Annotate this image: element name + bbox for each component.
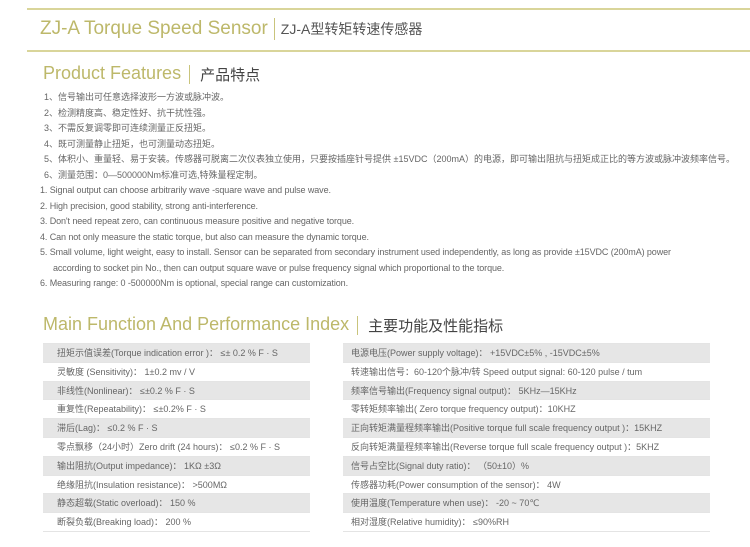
features-list-cn: 1、信号输出可任意选择波形一方波或脉冲波。 2、检测精度高、稳定性好、抗干扰性强… [44, 90, 735, 184]
top-rule [27, 8, 750, 10]
spec-row: 频率信号输出(Frequency signal output)： 5KHz—15… [343, 381, 710, 401]
feature-cn: 3、不需反复调零即可连续测量正反扭矩。 [44, 123, 212, 134]
features-heading: Product Features 产品特点 [43, 63, 260, 85]
spec-row: 灵敏度 (Sensitivity)： 1±0.2 mv / V [43, 363, 310, 382]
spec-row: 静态超载(Static overload)： 150 % [43, 494, 310, 514]
spec-row: 零点飘移（24小时）Zero drift (24 hours)： ≤0.2 % … [43, 438, 310, 457]
features-divider [189, 64, 191, 84]
feature-en: 6. Measuring range: 0 -500000Nm is optio… [40, 278, 348, 288]
spec-row: 绝缘阻抗(Insulation resistance)： >500MΩ [43, 476, 310, 495]
features-title-cn: 产品特点 [200, 66, 261, 84]
spec-row: 信号占空比(Signal duty ratio)： （50±10）% [343, 456, 710, 476]
title-bottom-rule [27, 50, 750, 52]
spec-row: 重复性(Repeatability)： ≤±0.2% F · S [43, 400, 310, 420]
spec-row: 使用温度(Temperature when use)： -20 ~ 70℃ [343, 494, 710, 514]
spec-row: 零转矩频率输出( Zero torque frequency output)：1… [343, 400, 710, 420]
spec-row: 反向转矩满量程频率输出(Reverse torque full scale fr… [343, 438, 710, 457]
feature-cn: 1、信号输出可任意选择波形一方波或脉冲波。 [44, 92, 230, 102]
feature-cn: 5、体积小、重量轻、易于安装。传感器可脱离二次仪表独立使用，只要按插座针号提供 … [44, 154, 735, 165]
spec-row: 转速输出信号：60-120个脉冲/转 Speed output signal: … [343, 363, 710, 382]
title-divider [273, 18, 275, 40]
page-title: ZJ-A Torque Speed Sensor ZJ-A型转矩转速传感器 [40, 18, 422, 40]
feature-cn: 4、既可测量静止扭矩，也可测量动态扭矩。 [44, 138, 221, 149]
spec-row: 电源电压(Power supply voltage)： +15VDC±5% , … [343, 344, 710, 363]
spec-row: 相对湿度(Relative humidity)： ≤90%RH [343, 513, 710, 532]
performance-title-en: Main Function And Performance Index [43, 314, 350, 334]
spec-row: 滞后(Lag)： ≤0.2 % F · S [43, 419, 310, 438]
spec-table-right: 电源电压(Power supply voltage)： +15VDC±5% , … [343, 343, 710, 532]
spec-row: 断裂负载(Breaking load)： 200 % [43, 513, 310, 532]
performance-heading: Main Function And Performance Index 主要功能及… [43, 314, 503, 336]
title-cn: ZJ-A型转矩转速传感器 [280, 21, 423, 37]
feature-cn: 2、检测精度高、稳定性好、抗干扰性强。 [44, 107, 212, 118]
feature-cn: 6、测量范围：0—500000Nm标准可选,特殊量程定制。 [44, 169, 263, 180]
feature-en: according to socket pin No., then can ou… [53, 262, 505, 273]
performance-title-cn: 主要功能及性能指标 [368, 317, 504, 335]
feature-en: 4. Can not only measure the static torqu… [40, 231, 369, 242]
spec-table-left: 扭矩示值误差(Torque indication error )： ≤± 0.2… [43, 343, 310, 532]
spec-row: 扭矩示值误差(Torque indication error )： ≤± 0.2… [43, 344, 310, 363]
title-en: ZJ-A Torque Speed Sensor [40, 18, 268, 40]
spec-row: 输出阻抗(Output impedance)： 1KΩ ±3Ω [43, 456, 310, 476]
feature-en: 1. Signal output can choose arbitrarily … [40, 185, 331, 195]
spec-row: 正向转矩满量程频率输出(Positive torque full scale f… [343, 419, 710, 438]
feature-en: 3. Don't need repeat zero, can continuou… [40, 216, 355, 226]
feature-en: 5. Small volume, light weight, easy to i… [40, 247, 671, 257]
features-title-en: Product Features [43, 63, 182, 83]
features-list-en: 1. Signal output can choose arbitrarily … [40, 183, 671, 292]
feature-en: 2. High precision, good stability, stron… [40, 200, 258, 211]
spec-row: 传感器功耗(Power consumption of the sensor)： … [343, 476, 710, 495]
spec-row: 非线性(Nonlinear)： ≤±0.2 % F · S [43, 381, 310, 401]
performance-divider [357, 315, 359, 335]
